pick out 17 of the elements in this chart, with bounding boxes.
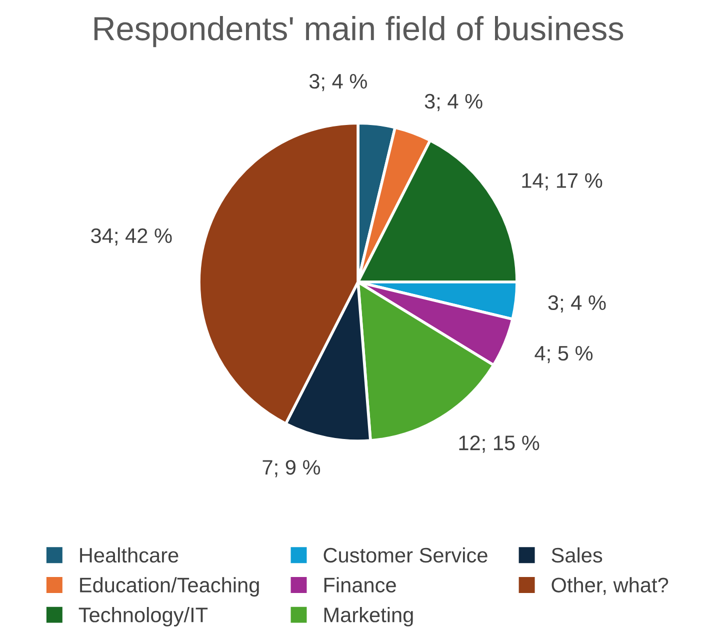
legend-label: Technology/IT — [78, 606, 208, 626]
legend-label: Education/Teaching — [80, 577, 259, 597]
data-label: 12; 15 % — [459, 436, 540, 453]
legend-label: Healthcare — [80, 547, 178, 563]
data-label: 3; 4 % — [309, 74, 367, 92]
legend-label: Finance — [324, 577, 396, 592]
data-label: 4; 5 % — [534, 346, 593, 364]
data-label: 3; 4 % — [424, 94, 482, 112]
legend-label: Customer Service — [324, 547, 488, 563]
data-label: 34; 42 % — [91, 228, 172, 246]
chart-title: Respondents' main field of business — [94, 16, 624, 48]
legend-label: Marketing — [324, 606, 413, 626]
data-label: 14; 17 % — [522, 173, 602, 190]
data-label: 7; 9 % — [262, 460, 320, 478]
data-label: 3; 4 % — [548, 295, 606, 313]
legend-label: Other, what? — [552, 577, 668, 595]
legend-label: Sales — [552, 547, 602, 563]
